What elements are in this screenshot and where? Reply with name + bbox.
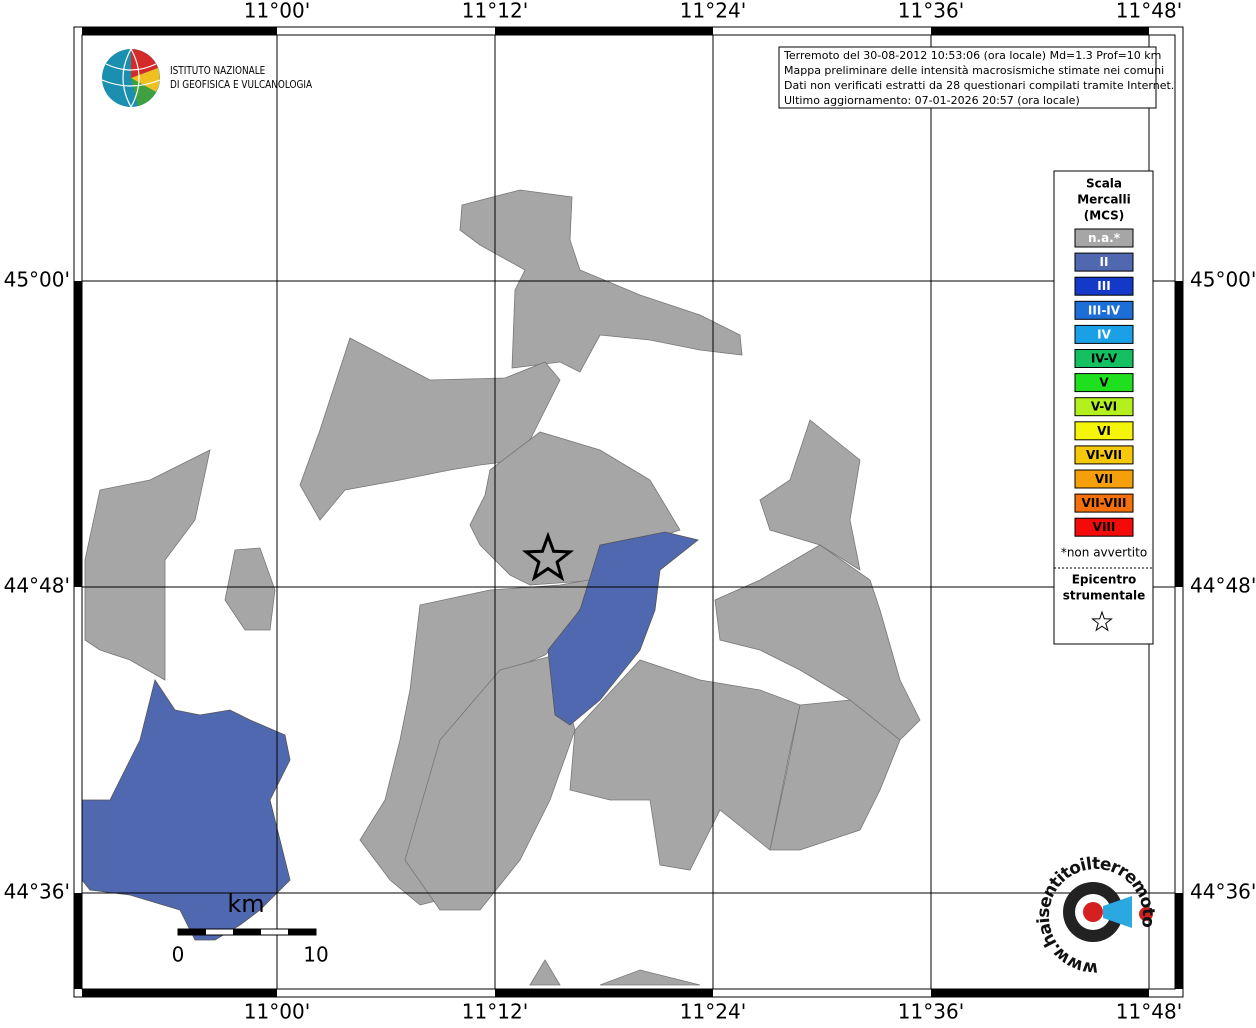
logo-lines <box>101 48 161 108</box>
legend-label: IV <box>1097 327 1111 341</box>
legend-swatch <box>1074 252 1134 272</box>
region <box>529 959 701 986</box>
legend-title: Scala <box>1086 177 1122 191</box>
regions <box>81 189 921 986</box>
axis-labels: 11°00' 11°00' 11°12' 11°12' 11°24' 11°24' 11°3… <box>4 0 1256 1024</box>
lat-label: 45°00' <box>4 268 70 292</box>
scale-bar: km 0 10 <box>172 890 329 967</box>
region <box>769 699 901 851</box>
legend-label: VI-VII <box>1086 448 1122 462</box>
legend-swatch <box>1074 373 1134 393</box>
legend-swatch <box>1074 421 1134 441</box>
lat-label: 44°48' <box>1190 574 1256 598</box>
lon-label: 11°36' <box>898 1000 964 1024</box>
info-line: Terremoto del 30-08-2012 10:53:06 (ora l… <box>783 49 1161 62</box>
lat-label: 44°36' <box>4 880 70 904</box>
legend-label: VII <box>1095 472 1113 486</box>
lon-label: 11°00' <box>244 0 310 23</box>
legend-label: IV-V <box>1091 352 1118 366</box>
lat-label: 44°48' <box>4 574 70 598</box>
logo-segment <box>131 49 158 78</box>
logo-segment <box>131 78 156 106</box>
lat-label: 44°36' <box>1190 880 1256 904</box>
lon-label: 11°12' <box>462 0 528 23</box>
legend-star <box>1091 610 1113 632</box>
lon-label: 11°48' <box>1116 1000 1182 1024</box>
legend: Scala Mercalli (MCS) *non avvertito Epic… <box>1053 170 1154 645</box>
legend-swatch <box>1074 469 1134 489</box>
region <box>759 419 861 571</box>
epicenter-star <box>521 531 575 582</box>
badge-dot <box>1083 902 1103 922</box>
legend-label: VII-VIII <box>1081 496 1126 510</box>
legend-swatch <box>1074 228 1134 248</box>
legend-swatch <box>1074 397 1134 417</box>
region-ii <box>547 531 699 726</box>
info-line: Mappa preliminare delle intensità macros… <box>784 64 1164 77</box>
legend-swatch <box>1074 493 1134 513</box>
legend-note: *non avvertito <box>1061 546 1147 560</box>
lon-label: 11°48' <box>1116 0 1182 23</box>
frame <box>73 26 1184 998</box>
scale-bar-segments <box>178 929 316 935</box>
logo-segment <box>131 68 160 92</box>
legend-title: (MCS) <box>1084 209 1125 223</box>
legend-swatch <box>1074 276 1134 296</box>
region <box>84 449 211 681</box>
institute-name: DI GEOFISICA E VULCANOLOGIA <box>170 79 313 92</box>
legend-epicenter: strumentale <box>1063 589 1146 603</box>
legend-swatch <box>1074 517 1134 537</box>
institute-logo: ISTITUTO NAZIONALE DI GEOFISICA E VULCAN… <box>101 48 313 108</box>
info-box: Terremoto del 30-08-2012 10:53:06 (ora l… <box>778 46 1174 109</box>
lon-label: 11°24' <box>680 1000 746 1024</box>
scale-label: 0 <box>172 943 185 967</box>
legend-swatch <box>1074 445 1134 465</box>
scale-label: 10 <box>303 943 328 967</box>
legend-label: III-IV <box>1088 303 1121 317</box>
legend-swatch <box>1074 300 1134 320</box>
lon-label: 11°00' <box>244 1000 310 1024</box>
legend-swatch <box>1074 324 1134 344</box>
region <box>224 547 276 631</box>
info-line: Dati non verificati estratti da 28 quest… <box>784 79 1174 92</box>
legend-label: V-VI <box>1091 400 1117 414</box>
legend-epicenter: Epicentro <box>1072 573 1137 587</box>
scale-unit: km <box>227 890 264 918</box>
lon-label: 11°12' <box>462 1000 528 1024</box>
legend-label: n.a.* <box>1088 231 1121 245</box>
lat-label: 45°00' <box>1190 268 1256 292</box>
info-line: Ultimo aggiornamento: 07-01-2026 20:57 (… <box>784 94 1080 107</box>
institute-name: ISTITUTO NAZIONALE <box>170 65 265 78</box>
epicenter <box>521 531 575 582</box>
lon-label: 11°24' <box>680 0 746 23</box>
badge-icon <box>1139 907 1153 921</box>
badge-beam <box>1103 896 1132 928</box>
legend-swatch <box>1074 349 1134 368</box>
legend-label: V <box>1099 376 1109 390</box>
legend-label: II <box>1100 255 1109 269</box>
info-frame <box>778 46 1157 109</box>
legend-title: Mercalli <box>1077 193 1131 207</box>
legend-label: VIII <box>1093 520 1116 534</box>
legend-label: III <box>1097 279 1110 293</box>
lon-label: 11°36' <box>898 0 964 23</box>
legend-label: VI <box>1097 424 1111 438</box>
